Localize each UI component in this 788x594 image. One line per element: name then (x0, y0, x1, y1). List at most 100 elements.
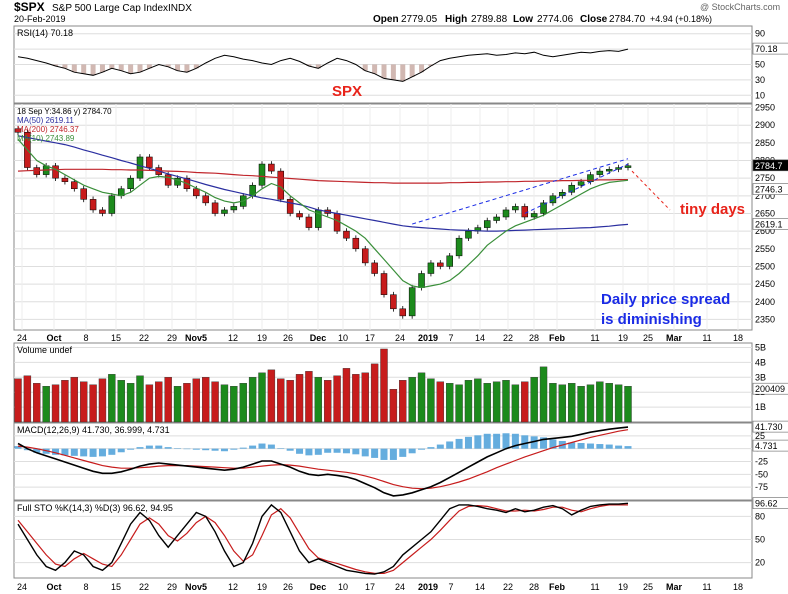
x-axis-tick-label: 24 (395, 333, 405, 343)
volume-bar (333, 375, 341, 423)
macd-tick-label: 25 (755, 431, 765, 441)
x-axis-tick-label: 8 (83, 333, 88, 343)
macd-histogram-bar (258, 443, 266, 449)
candle (399, 308, 407, 317)
volume-bar (248, 377, 257, 423)
x-axis-tick-label: 26 (283, 333, 293, 343)
candle (380, 273, 388, 295)
candle (127, 177, 134, 189)
candle (33, 167, 41, 175)
x-axis-tick-label: 15 (111, 582, 121, 592)
macd-histogram-bar (436, 444, 444, 449)
candle (80, 188, 87, 200)
volume-tick-label: 3B (755, 372, 766, 382)
price-tick-label: 2550 (755, 244, 775, 254)
candle (390, 294, 397, 310)
price-tick-label: 2450 (755, 279, 775, 289)
candle (268, 163, 275, 172)
high-label: High (445, 14, 467, 25)
volume-bar (201, 377, 210, 423)
x-axis-tick-label: 28 (529, 582, 539, 592)
macd-histogram-bar (249, 445, 257, 449)
macd-histogram-bar (464, 436, 472, 449)
annotation-spx: SPX (332, 83, 362, 100)
sto-title: Full STO %K(14,3) %D(3) 96.62, 94.95 (17, 503, 173, 513)
macd-histogram-bar (80, 448, 88, 457)
price-tick-label: 2900 (755, 120, 775, 130)
candle (164, 174, 172, 186)
volume-bar (70, 377, 79, 423)
volume-bar (455, 384, 463, 423)
macd-line (17, 426, 629, 497)
volume-bar (511, 384, 520, 423)
macd-histogram-bar (52, 448, 60, 455)
macd-histogram-bar (277, 448, 285, 449)
ma50-last-value-box (752, 218, 788, 230)
price-tick-label: 2950 (755, 103, 775, 113)
volume-bar (323, 380, 332, 423)
change-value: +4.94 (+0.18%) (650, 14, 712, 24)
volume-bar (596, 381, 604, 423)
candle (14, 128, 22, 133)
ma50-last-value: 2619.1 (755, 219, 783, 229)
x-axis-tick-label: 17 (365, 582, 375, 592)
x-axis-tick-label: 19 (618, 582, 628, 592)
candle (418, 273, 425, 288)
candle (277, 170, 285, 200)
ma10-line (17, 138, 629, 289)
volume-bar (605, 383, 613, 423)
volume-bar (239, 383, 247, 423)
volume-bar (51, 384, 60, 423)
macd-histogram-bar (605, 444, 613, 449)
candle (624, 165, 632, 168)
price-legend-item: 18 Sep Y:34.86 y) 2784.70 (17, 107, 112, 116)
macd-histogram-bar (108, 448, 116, 455)
volume-bar (567, 383, 576, 423)
x-axis-tick-label: 25 (643, 333, 653, 343)
macd-histogram-bar (521, 435, 529, 449)
candle (99, 209, 106, 214)
x-axis-tick-label: Oct (46, 333, 61, 343)
volume-bar (117, 380, 125, 423)
candle (455, 237, 463, 257)
volume-last-value: 200409 (755, 384, 785, 394)
volume-bar (79, 381, 88, 423)
exchange: INDX (168, 3, 192, 14)
volume-last-value-box (752, 382, 788, 395)
x-axis-tick-label: 11 (590, 582, 599, 592)
macd-histogram-bar (239, 447, 247, 449)
volume-bar (577, 386, 585, 423)
x-axis-tick-label: 22 (503, 333, 513, 343)
rsi-title: RSI(14) 70.18 (17, 28, 73, 38)
candle (193, 188, 200, 197)
x-axis-tick-label: 17 (365, 333, 375, 343)
ma200-last-value-box (752, 183, 788, 195)
candle (540, 202, 547, 214)
x-axis-tick-label: 22 (139, 582, 149, 592)
macd-histogram-bar (145, 445, 153, 449)
volume-bar (492, 381, 501, 423)
x-axis-tick-label: 8 (83, 582, 88, 592)
volume-bar (267, 369, 276, 423)
macd-hist-last-value-box (752, 439, 788, 452)
candle (202, 195, 209, 204)
price-tick-label: 2750 (755, 173, 775, 183)
macd-histogram-bar (577, 443, 585, 449)
x-axis-tick-label: 2019 (418, 582, 438, 592)
candle (89, 199, 97, 211)
x-axis-tick-label: 14 (475, 333, 485, 343)
macd-tick-label: -25 (755, 457, 768, 467)
ma200-line (17, 168, 628, 184)
macd-histogram-bar (333, 448, 341, 453)
macd-histogram-bar (192, 448, 200, 450)
macd-histogram-bar (33, 448, 41, 453)
sto-d-line (17, 504, 628, 575)
x-axis-tick-label: 24 (395, 582, 405, 592)
candle (605, 169, 613, 172)
macd-histogram-bar (211, 448, 219, 451)
panel-frame-price (13, 103, 753, 331)
candle (437, 262, 444, 267)
macd-histogram-bar (296, 448, 304, 454)
volume-tick-label: 5B (755, 342, 766, 352)
